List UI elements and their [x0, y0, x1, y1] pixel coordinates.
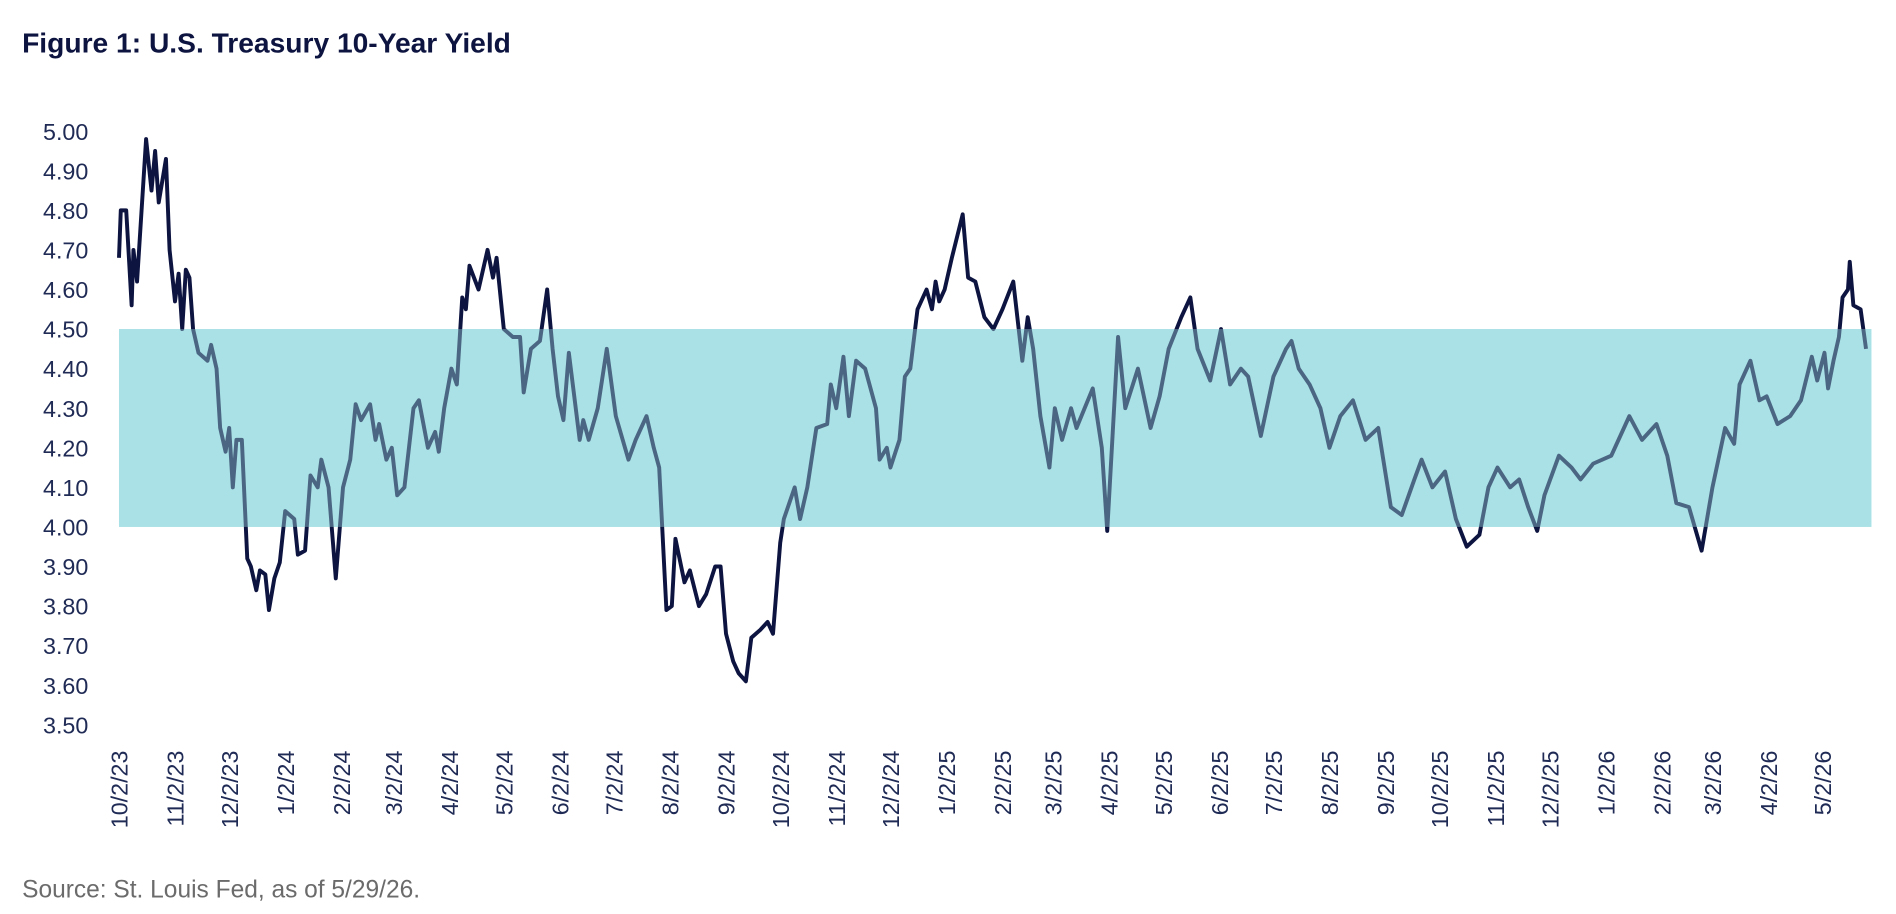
- y-tick-label: 4.80: [43, 198, 88, 224]
- x-tick-label: 4/2/25: [1097, 751, 1123, 816]
- x-tick-label: 1/2/25: [934, 751, 960, 816]
- source-note: Source: St. Louis Fed, as of 5/29/26.: [22, 877, 420, 904]
- x-tick-label: 7/2/24: [602, 750, 628, 815]
- y-tick-label: 3.90: [43, 554, 88, 580]
- y-tick-label: 4.00: [43, 515, 88, 541]
- y-tick-label: 4.10: [43, 475, 88, 501]
- x-tick-label: 9/2/25: [1373, 751, 1399, 816]
- x-tick-label: 8/2/24: [658, 750, 684, 815]
- x-tick-label: 5/2/24: [491, 750, 517, 815]
- x-tick-label: 10/2/24: [768, 750, 794, 828]
- x-tick-label: 11/2/25: [1483, 751, 1509, 827]
- y-tick-label: 3.50: [43, 712, 88, 738]
- x-tick-label: 2/2/26: [1649, 751, 1675, 816]
- x-tick-label: 10/2/23: [107, 751, 133, 829]
- y-tick-label: 3.80: [43, 594, 88, 620]
- x-tick-label: 4/2/26: [1756, 751, 1782, 816]
- y-tick-label: 4.90: [43, 158, 88, 184]
- x-tick-label: 8/2/25: [1317, 751, 1343, 816]
- x-tick-label: 10/2/25: [1427, 751, 1453, 829]
- y-tick-label: 4.40: [43, 356, 88, 382]
- x-tick-label: 3/2/24: [381, 750, 407, 815]
- y-tick-label: 5.00: [43, 119, 88, 145]
- yield-line: [117, 137, 1868, 684]
- x-tick-label: 2/2/25: [990, 751, 1016, 816]
- y-tick-label: 4.50: [43, 317, 88, 343]
- chart-title: Figure 1: U.S. Treasury 10-Year Yield: [22, 27, 511, 59]
- x-tick-label: 7/2/25: [1261, 751, 1287, 816]
- x-tick-label: 11/2/23: [163, 751, 189, 827]
- y-tick-label: 4.60: [43, 277, 88, 303]
- y-tick-label: 4.70: [43, 238, 88, 264]
- shaded-range-overlay: [118, 329, 1872, 527]
- x-tick-label: 12/2/24: [878, 750, 904, 828]
- x-tick-label: 3/2/25: [1041, 751, 1067, 816]
- y-tick-label: 3.60: [43, 673, 88, 699]
- y-tick-label: 4.20: [43, 435, 88, 461]
- x-tick-label: 2/2/24: [329, 750, 355, 815]
- x-tick-label: 5/2/25: [1151, 751, 1177, 816]
- x-tick-label: 12/2/23: [217, 751, 243, 829]
- x-tick-label: 12/2/25: [1537, 751, 1563, 829]
- x-tick-label: 6/2/25: [1207, 751, 1233, 816]
- y-tick-label: 4.30: [43, 396, 88, 422]
- x-tick-label: 4/2/24: [437, 750, 463, 815]
- x-tick-label: 6/2/24: [547, 750, 573, 815]
- x-tick-label: 3/2/26: [1700, 751, 1726, 816]
- x-tick-label: 9/2/24: [714, 750, 740, 815]
- x-tick-label: 1/2/24: [273, 750, 299, 815]
- x-tick-label: 11/2/24: [824, 750, 850, 826]
- x-tick-label: 5/2/26: [1810, 751, 1836, 816]
- y-tick-label: 3.70: [43, 633, 88, 659]
- x-tick-label: 1/2/26: [1593, 751, 1619, 816]
